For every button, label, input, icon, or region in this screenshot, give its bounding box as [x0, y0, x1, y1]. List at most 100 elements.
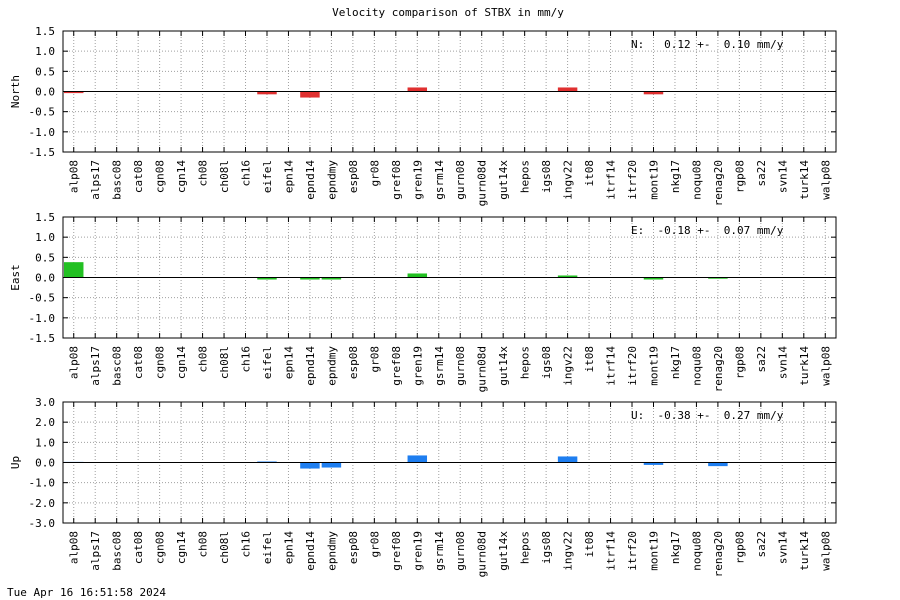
bar-ingv22	[557, 275, 578, 278]
category-label: ch16	[240, 346, 253, 373]
y-tick-label: -0.5	[29, 292, 56, 305]
category-label: cat08	[132, 346, 145, 379]
category-label: walp08	[819, 531, 832, 571]
bar-epndmy	[321, 277, 342, 280]
category-label: gurn08	[454, 160, 467, 200]
y-tick-label: 0.5	[35, 65, 55, 78]
category-label: cgn14	[175, 346, 188, 379]
y-tick-label: -1.5	[29, 146, 56, 159]
category-label: gut14x	[497, 160, 510, 200]
category-label: gurn08	[454, 531, 467, 571]
category-label: alps17	[89, 160, 102, 200]
y-tick-label: -2.0	[29, 497, 56, 510]
category-label: gref08	[390, 346, 403, 386]
category-label: alp08	[68, 531, 81, 564]
y-tick-label: 0.5	[35, 251, 55, 264]
category-label: alp08	[68, 160, 81, 193]
category-label: noqu08	[690, 346, 703, 386]
category-label: gref08	[390, 531, 403, 571]
category-label: gren19	[411, 346, 424, 386]
category-label: ch08	[197, 346, 210, 373]
bar-epndmy	[321, 462, 342, 468]
category-label: epn14	[282, 346, 295, 379]
bar-gren19	[407, 455, 428, 463]
bar-mont19	[643, 91, 664, 95]
category-label: gsrm14	[433, 160, 446, 200]
category-label: sa22	[755, 346, 768, 373]
category-label: epndmy	[325, 531, 338, 571]
bar-epnd14	[300, 462, 320, 469]
plot-frame	[62, 30, 837, 153]
chart-title: Velocity comparison of STBX in mm/y	[332, 6, 564, 19]
bar-eifel	[257, 277, 277, 280]
category-label: epnd14	[304, 160, 317, 200]
category-label: gurn08d	[476, 346, 489, 392]
y-tick-label: -1.0	[29, 312, 56, 325]
category-label: cgn08	[154, 346, 167, 379]
y-tick-label: 0.0	[35, 86, 55, 99]
category-label: igs08	[540, 160, 553, 193]
category-label: ingv22	[562, 160, 575, 200]
category-label: cgn14	[175, 531, 188, 564]
bar-epnd14	[300, 277, 320, 280]
category-label: hepos	[519, 160, 532, 193]
category-label: eifel	[261, 160, 274, 193]
y-tick-label: 3.0	[35, 396, 55, 409]
category-label: it08	[583, 346, 596, 373]
category-label: ch08	[197, 160, 210, 187]
panel-east: 1.5 1.0 0.5 0.0 -0.5 -1.0 -1.5 alp08 alps17 basc0…	[9, 211, 837, 392]
category-label: alps17	[89, 531, 102, 571]
category-label: cgn14	[175, 160, 188, 193]
category-label: svn14	[776, 160, 789, 193]
category-label: mont19	[647, 160, 660, 200]
bar-alp08	[64, 262, 84, 278]
category-label: renag20	[712, 346, 725, 392]
y-axis-label: East	[9, 264, 22, 291]
category-label: renag20	[712, 160, 725, 206]
category-label: nkg17	[669, 346, 682, 379]
category-label: ingv22	[562, 531, 575, 571]
y-tick-label: 1.0	[35, 45, 55, 58]
category-label: cat08	[132, 531, 145, 564]
category-label: gref08	[390, 160, 403, 200]
category-label: gren19	[411, 160, 424, 200]
category-label: cgn08	[154, 531, 167, 564]
category-label: itrf14	[605, 531, 618, 571]
y-axis-label: Up	[9, 456, 22, 469]
category-label: ch16	[240, 531, 253, 558]
category-label: nkg17	[669, 531, 682, 564]
stat-annotation: E: -0.18 +- 0.07 mm/y	[631, 224, 784, 237]
y-tick-label: -1.0	[29, 126, 56, 139]
category-label: turk14	[798, 346, 811, 386]
category-label: esp08	[347, 531, 360, 564]
category-label: gsrm14	[433, 531, 446, 571]
category-label: alp08	[68, 346, 81, 379]
category-label: itrf14	[605, 346, 618, 386]
plot-frame	[62, 401, 837, 524]
stat-annotation: N: 0.12 +- 0.10 mm/y	[631, 38, 784, 51]
category-label: epn14	[282, 160, 295, 193]
category-label: gren19	[411, 531, 424, 571]
category-label: gurn08d	[476, 531, 489, 577]
category-label: gr08	[368, 346, 381, 373]
bar-ingv22	[557, 87, 578, 92]
category-label: ch08l	[218, 160, 231, 193]
category-label: cgn08	[154, 160, 167, 193]
category-label: ch08l	[218, 346, 231, 379]
category-label: esp08	[347, 160, 360, 193]
category-label: epn14	[282, 531, 295, 564]
y-tick-label: 1.5	[35, 211, 55, 224]
bar-renag20	[708, 277, 728, 279]
category-label: alps17	[89, 346, 102, 386]
bar-renag20	[708, 462, 728, 467]
y-tick-label: 2.0	[35, 416, 55, 429]
stat-annotation: U: -0.38 +- 0.27 mm/y	[631, 409, 784, 422]
category-label: sa22	[755, 160, 768, 187]
category-label: noqu08	[690, 160, 703, 200]
category-label: hepos	[519, 531, 532, 564]
category-label: itrf20	[626, 346, 639, 386]
category-label: itrf20	[626, 531, 639, 571]
category-label: gurn08	[454, 346, 467, 386]
y-axis-label: North	[9, 75, 22, 108]
category-label: ch16	[240, 160, 253, 187]
